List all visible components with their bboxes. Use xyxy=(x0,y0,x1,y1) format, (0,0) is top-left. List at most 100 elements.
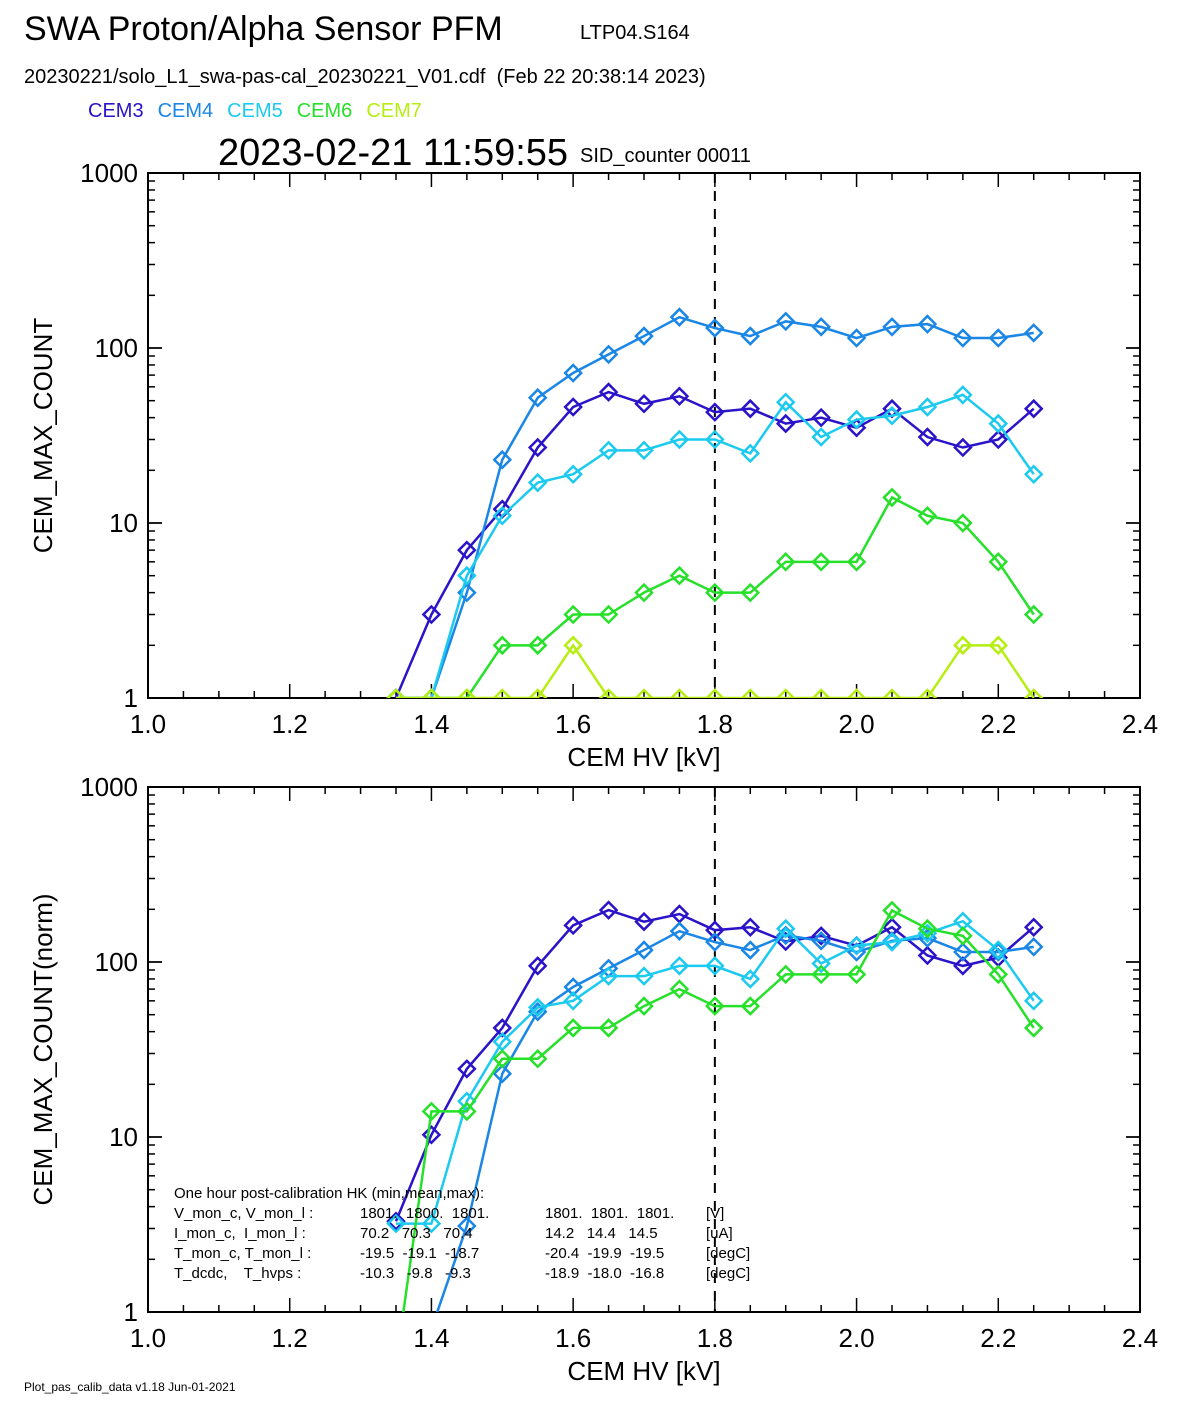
data-point-cem6 xyxy=(740,996,761,1016)
data-point-cem6 xyxy=(492,635,513,656)
data-point-cem7 xyxy=(457,688,477,698)
data-point-cem3 xyxy=(846,418,867,438)
data-point-cem6 xyxy=(563,604,583,625)
data-point-cem3 xyxy=(917,945,938,966)
hk-row-label: T_dcdc, T_hvps : xyxy=(174,1265,302,1282)
y-tick-label: 100 xyxy=(95,333,138,363)
data-point-cem7 xyxy=(598,688,619,698)
chart-subtitle: LTP04.S164 xyxy=(580,22,690,44)
x-tick-label: 1.4 xyxy=(413,1323,449,1353)
hk-row-unit: [V] xyxy=(706,1205,725,1222)
data-point-cem3 xyxy=(669,386,690,407)
data-point-cem3 xyxy=(705,920,725,940)
data-point-cem7 xyxy=(527,688,548,698)
data-point-cem4 xyxy=(811,931,831,951)
data-point-cem4 xyxy=(740,326,761,346)
chart-title: SWA Proton/Alpha Sensor PFM xyxy=(24,10,503,48)
data-point-cem6 xyxy=(527,635,548,656)
data-point-cem5 xyxy=(811,953,831,974)
data-point-cem7 xyxy=(563,635,583,656)
data-point-cem5 xyxy=(882,932,902,952)
data-point-cem3 xyxy=(775,413,796,434)
data-point-cem3 xyxy=(527,437,548,458)
y-axis-label: CEM_MAX_COUNT(norm) xyxy=(28,893,58,1205)
data-point-cem5 xyxy=(705,956,725,976)
x-tick-label: 1.0 xyxy=(130,1323,166,1353)
x-axis-label: CEM HV [kV] xyxy=(567,1356,720,1386)
data-point-cem6 xyxy=(421,1101,442,1122)
series-group xyxy=(386,307,1044,698)
x-tick-label: 1.2 xyxy=(272,709,308,739)
x-tick-label: 1.8 xyxy=(697,709,733,739)
x-tick-label: 2.0 xyxy=(838,709,874,739)
hk-row-label: V_mon_c, V_mon_l : xyxy=(174,1205,314,1222)
data-point-cem4 xyxy=(705,318,725,338)
data-point-cem5 xyxy=(598,440,619,461)
footer-version: Plot_pas_calib_data v1.18 Jun-01-2021 xyxy=(24,1380,236,1394)
file-line: 20230221/solo_L1_swa-pas-cal_20230221_V0… xyxy=(24,66,706,88)
data-point-cem3 xyxy=(811,407,831,428)
data-point-cem3 xyxy=(1023,917,1044,938)
data-point-cem6 xyxy=(953,926,973,946)
data-point-cem4 xyxy=(953,942,973,962)
y-tick-label: 1000 xyxy=(80,158,138,188)
data-point-cem4 xyxy=(634,326,654,346)
sid-counter: SID_counter 00011 xyxy=(580,145,751,167)
data-point-cem5 xyxy=(846,409,867,430)
x-tick-label: 1.2 xyxy=(272,1323,308,1353)
data-point-cem4 xyxy=(811,317,831,337)
data-point-cem4 xyxy=(775,311,796,332)
data-point-cem5 xyxy=(563,464,583,484)
y-tick-label: 1 xyxy=(124,683,138,713)
data-point-cem6 xyxy=(563,1018,583,1038)
data-point-cem3 xyxy=(457,1059,477,1079)
data-point-cem6 xyxy=(598,604,619,625)
data-point-cem5 xyxy=(669,956,690,976)
x-tick-label: 2.4 xyxy=(1122,709,1158,739)
data-point-cem7 xyxy=(705,688,725,698)
data-point-cem4 xyxy=(740,940,761,960)
data-point-cem7 xyxy=(953,635,973,656)
data-point-cem3 xyxy=(598,382,619,402)
data-point-cem6 xyxy=(740,582,761,603)
data-point-cem6 xyxy=(882,900,902,921)
data-point-cem5 xyxy=(740,443,761,464)
data-point-cem7 xyxy=(988,635,1009,656)
data-point-cem6 xyxy=(917,918,938,939)
data-point-cem3 xyxy=(953,956,973,976)
data-point-cem3 xyxy=(563,397,583,417)
data-point-cem4 xyxy=(1023,323,1044,343)
data-point-cem7 xyxy=(882,688,902,698)
series-group xyxy=(386,900,1044,1312)
data-point-cem5 xyxy=(527,472,548,493)
y-tick-label: 1 xyxy=(124,1297,138,1327)
data-point-cem6 xyxy=(634,996,654,1016)
data-point-cem3 xyxy=(457,540,477,560)
data-point-cem4 xyxy=(598,344,619,365)
data-point-cem6 xyxy=(988,552,1009,572)
data-point-cem3 xyxy=(917,427,938,447)
series-line-cem5 xyxy=(396,919,1035,1225)
data-point-cem6 xyxy=(846,964,867,985)
x-axis-label: CEM HV [kV] xyxy=(567,742,720,772)
hk-title: One hour post-calibration HK (min,mean,m… xyxy=(174,1185,485,1202)
y-tick-label: 10 xyxy=(109,508,138,538)
data-point-cem3 xyxy=(421,604,442,625)
data-point-cem4 xyxy=(917,314,938,334)
data-point-cem5 xyxy=(421,1213,442,1234)
hk-row-label: I_mon_c, I_mon_l : xyxy=(174,1225,306,1242)
legend-entry: CEM5 xyxy=(227,100,283,122)
data-point-cem4 xyxy=(492,449,513,470)
data-point-cem6 xyxy=(527,1048,548,1069)
data-point-cem3 xyxy=(563,915,583,936)
x-tick-label: 2.4 xyxy=(1122,1323,1158,1353)
x-tick-label: 1.0 xyxy=(130,709,166,739)
data-point-cem5 xyxy=(988,940,1009,960)
legend-entry: CEM7 xyxy=(366,100,422,122)
data-point-cem3 xyxy=(740,398,761,419)
hk-row-label: T_mon_c, T_mon_l : xyxy=(174,1245,312,1262)
y-tick-label: 10 xyxy=(109,1122,138,1152)
data-point-cem6 xyxy=(598,1018,619,1038)
data-point-cem6 xyxy=(669,565,690,586)
data-point-cem5 xyxy=(775,392,796,412)
